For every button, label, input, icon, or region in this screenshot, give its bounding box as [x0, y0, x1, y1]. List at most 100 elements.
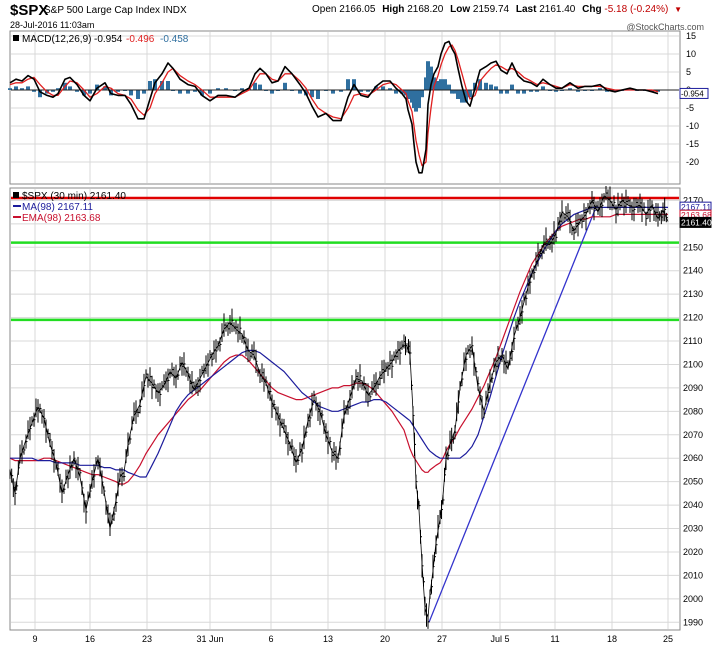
- ema-line: [9, 213, 668, 485]
- price-legend-swatch: [13, 192, 19, 198]
- macd-histogram-bar: [178, 90, 182, 94]
- macd-tick-label: 10: [686, 49, 696, 59]
- macd-histogram-bar: [443, 79, 447, 90]
- grid: [11, 32, 679, 629]
- macd-histogram-bar: [68, 86, 72, 90]
- macd-histogram-bar: [568, 88, 572, 90]
- macd-histogram-bar: [193, 90, 197, 92]
- macd-histogram-bar: [447, 84, 451, 90]
- macd-histogram-bar: [535, 90, 539, 92]
- last-label: Last: [515, 4, 537, 15]
- price-tick-label: 2130: [683, 289, 703, 299]
- macd-histogram-bar: [426, 61, 430, 90]
- chg-value: -5.18 (-0.24%): [604, 4, 669, 15]
- macd-line: [9, 40, 659, 174]
- macd-histogram-bar: [494, 86, 498, 90]
- macd-histogram-bar: [160, 81, 164, 90]
- macd-histogram-bar: [56, 88, 60, 90]
- macd-histogram-bar: [216, 88, 220, 90]
- macd-tick-label: 5: [686, 67, 691, 77]
- x-tick-label: Jul 5: [490, 634, 509, 644]
- macd-histogram-bar: [316, 90, 320, 99]
- macd-histogram-bar: [258, 84, 262, 90]
- macd-histogram-bar: [26, 86, 30, 90]
- macd-histogram-bar: [450, 90, 454, 94]
- x-tick-label: 11: [550, 634, 559, 644]
- macd-histogram-bar: [598, 88, 602, 90]
- macd-histogram-bar: [208, 90, 212, 94]
- open-value: 2166.05: [339, 4, 376, 15]
- price-tick-label: 2050: [683, 477, 703, 487]
- macd-legend-signal: -0.496: [126, 34, 155, 45]
- macd-histogram-bar: [432, 77, 436, 90]
- last-price-label: 2161.40: [681, 217, 712, 227]
- macd-histogram-bar: [429, 66, 433, 90]
- guide-lines: [11, 196, 679, 623]
- macd-histogram-bar: [613, 90, 617, 92]
- macd-tick-label: -15: [686, 139, 699, 149]
- macd-histogram-bar: [489, 84, 493, 90]
- macd-histogram-bar: [381, 86, 385, 90]
- symbol: $SPX: [10, 2, 49, 19]
- macd-histogram-bar: [460, 90, 464, 103]
- macd-histogram-bar: [253, 82, 257, 90]
- macd-histogram-bar: [628, 88, 632, 90]
- price-tick-label: 2020: [683, 547, 703, 557]
- macd-histogram-bar: [32, 90, 36, 92]
- macd-histogram-bar: [522, 90, 526, 94]
- price-tick-label: 2060: [683, 453, 703, 463]
- macd-signal-line: [9, 44, 659, 167]
- macd-legend-swatch: [13, 35, 19, 41]
- x-tick-label: 27: [437, 634, 447, 644]
- price-tick-label: 2080: [683, 406, 703, 416]
- macd-histogram-bar: [516, 90, 520, 94]
- uptrend-line: [428, 209, 596, 623]
- price-legend: $SPX (30 min) 2161.40 MA(98) 2167.11 EMA…: [13, 191, 126, 224]
- macd-histogram-bar: [166, 81, 170, 90]
- price-legend-ema: EMA(98) 2163.68: [22, 213, 101, 224]
- symbol-description: S&P 500 Large Cap Index INDX: [44, 5, 187, 16]
- macd-legend-macd: -0.954: [94, 34, 123, 45]
- macd-histogram-bar: [394, 90, 398, 94]
- macd-histogram-bar: [436, 81, 440, 90]
- macd-histogram-bar: [8, 88, 12, 90]
- macd-histogram-bar: [484, 82, 488, 90]
- macd-histogram-bar: [148, 81, 152, 90]
- macd-tick-label: -20: [686, 157, 699, 167]
- timestamp: 28-Jul-2016 11:03am: [10, 20, 95, 30]
- macd-histogram-bar: [406, 90, 410, 99]
- macd-histogram-bar: [456, 90, 460, 99]
- macd-last-value-box: [679, 87, 709, 99]
- low-label: Low: [450, 4, 471, 15]
- macd-histogram-bar: [417, 90, 421, 108]
- low-value: 2159.74: [472, 4, 510, 15]
- macd-histogram-bar: [38, 90, 42, 98]
- chg-label: Chg: [582, 4, 602, 15]
- series: [8, 40, 679, 629]
- price-tick-label: 1990: [683, 617, 703, 627]
- macd-histogram-bar: [51, 90, 55, 92]
- ma-value-label: 2167.11: [681, 202, 711, 212]
- price-legend-spx: $SPX (30 min) 2161.40: [22, 191, 126, 202]
- macd-histogram-bar: [186, 90, 190, 94]
- price-tick-label: 2090: [683, 383, 703, 393]
- macd-histogram-bar: [388, 88, 392, 90]
- price-panel-frame: [9, 187, 681, 631]
- macd-legend-prefix: MACD(12,26,9): [22, 34, 91, 45]
- macd-histogram-bar: [576, 90, 580, 92]
- x-tick-label: 25: [663, 634, 673, 644]
- macd-last-value: -0.954: [681, 89, 704, 98]
- ma-line: [10, 206, 668, 478]
- quote-bar: Open 2166.05 High 2168.20 Low 2159.74 La…: [312, 4, 682, 15]
- macd-histogram-bar: [499, 90, 503, 94]
- price-tick-label: 2040: [683, 500, 703, 510]
- x-tick-label: 13: [323, 634, 333, 644]
- macd-histogram-bar: [310, 90, 314, 98]
- macd-histogram-bar: [142, 90, 146, 94]
- macd-histogram-bar: [103, 86, 107, 90]
- macd-histogram-bar: [20, 88, 24, 90]
- macd-tick-label: -10: [686, 121, 699, 131]
- price-line: [9, 195, 669, 618]
- macd-histogram-bar: [554, 90, 558, 92]
- macd-legend: MACD(12,26,9) -0.954 -0.496 -0.458: [13, 34, 189, 45]
